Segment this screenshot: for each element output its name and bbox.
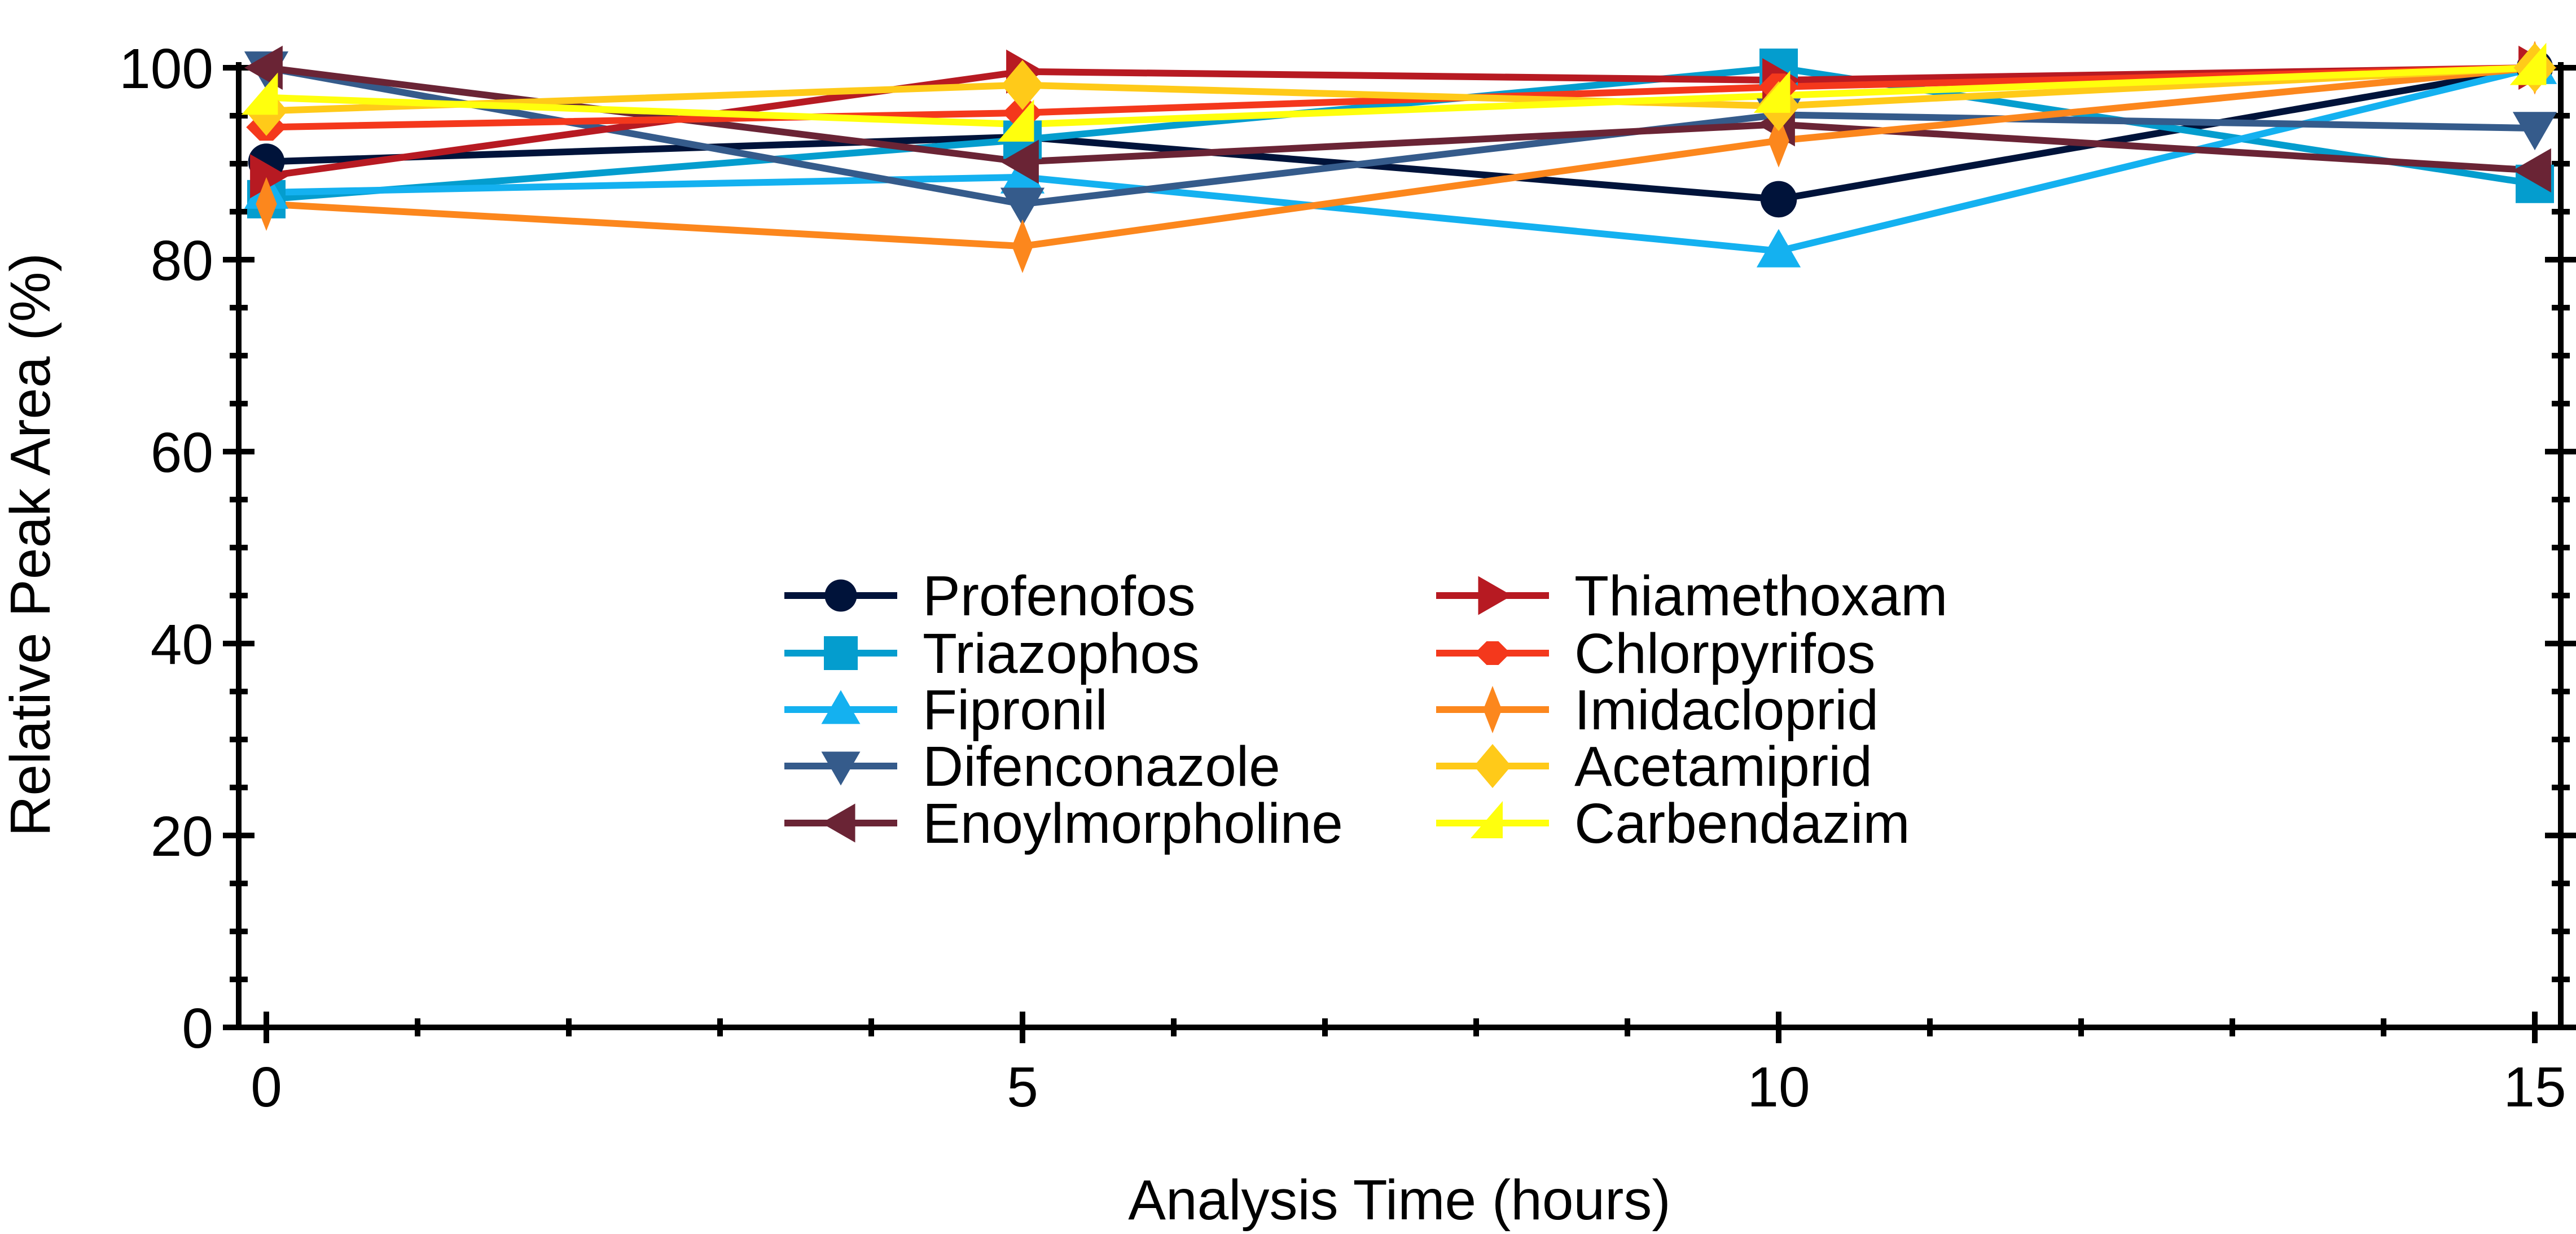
x-axis-title: Analysis Time (hours) bbox=[1128, 1169, 1670, 1232]
data-point-carbendazim bbox=[241, 72, 278, 115]
legend-marker bbox=[824, 579, 857, 612]
legend: ProfenofosTriazophosFipronilDifenconazol… bbox=[784, 565, 1947, 855]
legend-label: Thiamethoxam bbox=[1574, 565, 1947, 628]
legend-item: Acetamiprid bbox=[1436, 735, 1872, 798]
data-point-acetamiprid bbox=[1001, 60, 1044, 110]
data-point-profenofos bbox=[1760, 181, 1797, 218]
legend-item: Triazophos bbox=[784, 622, 1200, 685]
legend-marker bbox=[821, 803, 855, 843]
series-line-fipronil bbox=[266, 64, 2536, 255]
legend-item: Enoylmorpholine bbox=[784, 792, 1343, 855]
data-point-enoylmorpholine bbox=[1000, 139, 1039, 184]
x-tick-label: 5 bbox=[1007, 1056, 1038, 1119]
legend-label: Imidacloprid bbox=[1574, 679, 1879, 742]
legend-marker bbox=[1474, 744, 1511, 788]
data-point-thiamethoxam bbox=[250, 154, 289, 199]
legend-label: Acetamiprid bbox=[1574, 735, 1872, 798]
legend-item: Fipronil bbox=[784, 679, 1108, 742]
series-lines bbox=[265, 64, 2536, 255]
y-tick-label: 0 bbox=[182, 997, 213, 1060]
series-line-profenofos bbox=[266, 64, 2536, 203]
data-point-imidacloprid bbox=[256, 177, 277, 231]
legend-label: Difenconazole bbox=[923, 735, 1280, 798]
legend-item: Imidacloprid bbox=[1436, 679, 1879, 742]
legend-marker bbox=[821, 690, 861, 724]
series-line-difenconazole bbox=[265, 64, 2535, 208]
data-point-carbendazim bbox=[1753, 71, 1791, 113]
data-point-imidacloprid bbox=[1768, 113, 1789, 168]
legend-marker bbox=[1478, 576, 1512, 615]
series-line-triazophos bbox=[266, 64, 2535, 203]
data-point-difenconazole bbox=[1000, 187, 1045, 226]
legend-marker bbox=[824, 636, 858, 670]
legend-label: Profenofos bbox=[923, 565, 1196, 628]
axes: 0 20 40 60 80 100 0 5 10 15 bbox=[119, 37, 2576, 1119]
legend-item: Carbendazim bbox=[1436, 792, 1910, 855]
legend-label: Fipronil bbox=[923, 679, 1108, 742]
legend-label: Carbendazim bbox=[1574, 792, 1910, 855]
y-tick-label: 80 bbox=[151, 229, 213, 292]
legend-marker bbox=[1474, 641, 1511, 665]
x-tick-label: 0 bbox=[251, 1056, 282, 1119]
data-point-imidacloprid bbox=[1012, 219, 1033, 273]
series-line-acetamiprid bbox=[266, 64, 2535, 115]
series-markers bbox=[241, 41, 2557, 273]
series-line-chlorpyrifos bbox=[266, 64, 2535, 131]
legend-marker bbox=[1483, 686, 1502, 733]
series-line-enoylmorpholine bbox=[266, 64, 2535, 174]
y-tick-label: 100 bbox=[119, 37, 213, 100]
series-line-imidacloprid bbox=[266, 64, 2535, 250]
data-point-enoylmorpholine bbox=[2512, 148, 2551, 192]
legend-marker bbox=[1471, 801, 1503, 838]
x-tick-label: 15 bbox=[2503, 1056, 2566, 1119]
data-point-fipronil bbox=[1756, 229, 1801, 268]
y-tick-label: 20 bbox=[151, 805, 213, 868]
legend-item: Thiamethoxam bbox=[1436, 565, 1947, 628]
legend-item: Chlorpyrifos bbox=[1436, 622, 1876, 685]
y-tick-label: 40 bbox=[151, 613, 213, 676]
data-point-carbendazim bbox=[2509, 42, 2547, 85]
legend-label: Chlorpyrifos bbox=[1574, 622, 1876, 685]
x-tick-label: 10 bbox=[1747, 1056, 1810, 1119]
data-point-carbendazim bbox=[997, 99, 1034, 142]
legend-item: Profenofos bbox=[784, 565, 1196, 628]
legend-item: Difenconazole bbox=[784, 735, 1280, 798]
data-point-difenconazole bbox=[2512, 112, 2557, 151]
legend-label: Enoylmorpholine bbox=[923, 792, 1343, 855]
legend-label: Triazophos bbox=[923, 622, 1200, 685]
legend-marker bbox=[821, 751, 861, 786]
series-line-carbendazim bbox=[266, 64, 2535, 128]
y-axis-title: Relative Peak Area (%) bbox=[0, 253, 62, 837]
y-tick-label: 60 bbox=[151, 421, 213, 484]
